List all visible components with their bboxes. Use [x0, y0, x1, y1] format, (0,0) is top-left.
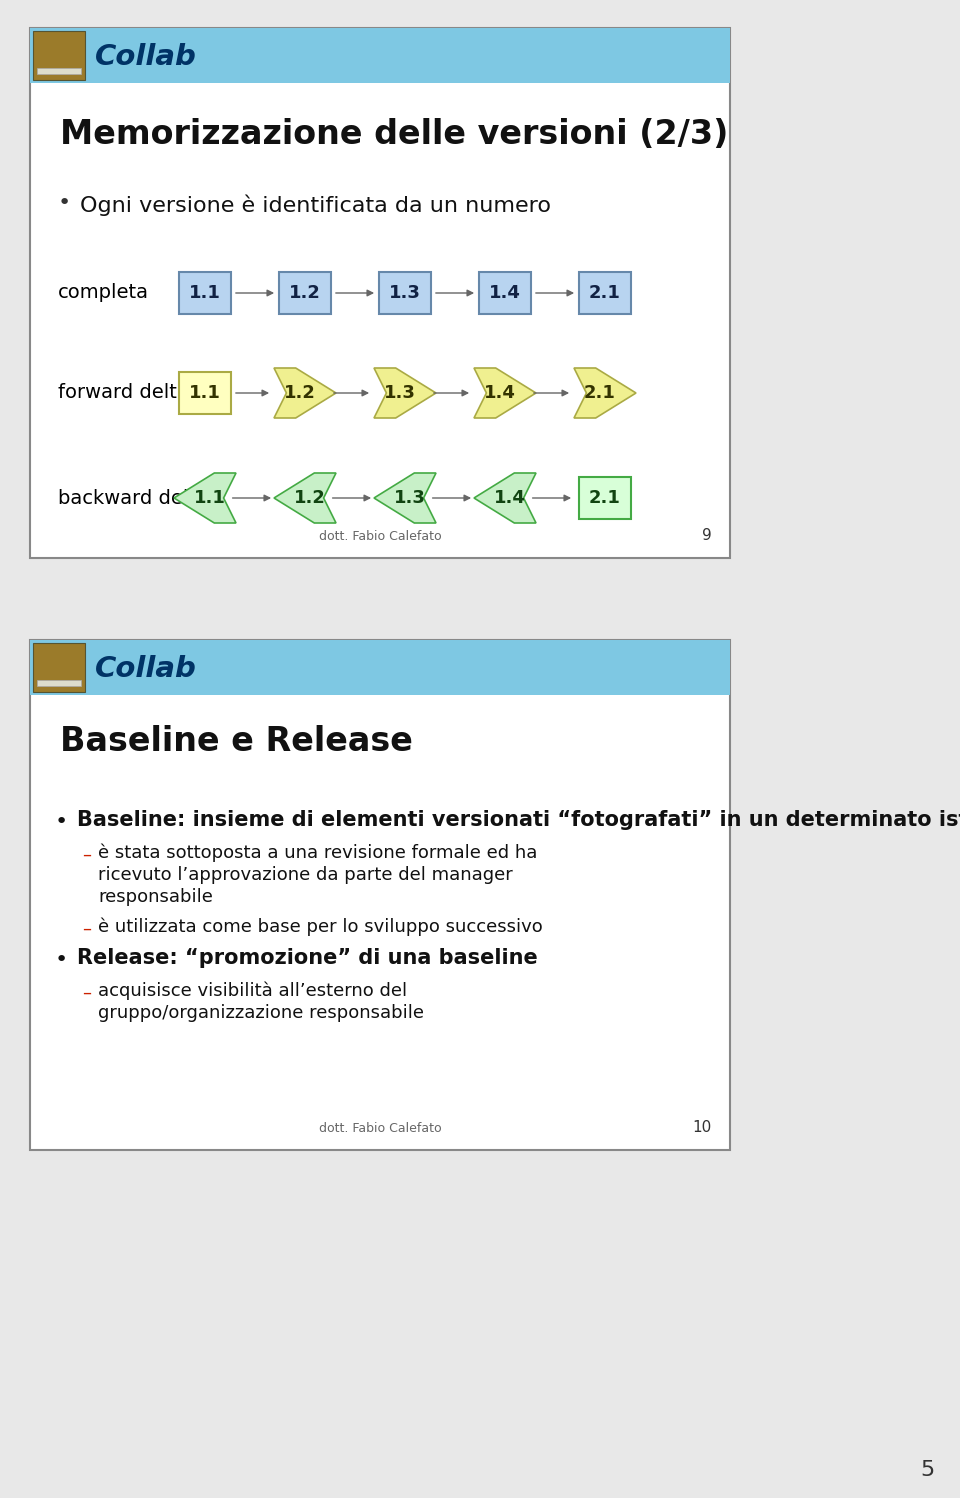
Polygon shape	[474, 473, 536, 523]
Text: 1.3: 1.3	[389, 285, 420, 303]
FancyBboxPatch shape	[30, 28, 730, 557]
Text: backward delta: backward delta	[58, 488, 208, 508]
Polygon shape	[474, 369, 536, 418]
Text: –: –	[82, 846, 91, 864]
FancyBboxPatch shape	[33, 31, 85, 79]
Text: Collab: Collab	[95, 42, 197, 70]
Text: responsabile: responsabile	[98, 888, 213, 906]
FancyBboxPatch shape	[33, 643, 85, 692]
Text: 2.1: 2.1	[584, 383, 616, 401]
Text: completa: completa	[58, 283, 149, 303]
Text: 1.1: 1.1	[194, 488, 226, 506]
Text: dott. Fabio Calefato: dott. Fabio Calefato	[319, 1122, 442, 1135]
Text: 2.1: 2.1	[589, 488, 621, 506]
Text: 10: 10	[693, 1121, 712, 1135]
Polygon shape	[574, 369, 636, 418]
Text: Release: “promozione” di una baseline: Release: “promozione” di una baseline	[77, 948, 538, 968]
Text: 1.3: 1.3	[394, 488, 426, 506]
Text: forward delta: forward delta	[58, 383, 189, 403]
FancyBboxPatch shape	[379, 273, 431, 315]
FancyBboxPatch shape	[30, 640, 730, 1150]
Text: –: –	[82, 920, 91, 938]
Text: 1.4: 1.4	[494, 488, 526, 506]
Text: 1.4: 1.4	[484, 383, 516, 401]
Text: •: •	[55, 950, 68, 971]
Text: 9: 9	[703, 527, 712, 542]
Polygon shape	[274, 473, 336, 523]
Text: Ogni versione è identificata da un numero: Ogni versione è identificata da un numer…	[80, 195, 551, 217]
Text: Collab: Collab	[95, 655, 197, 683]
FancyBboxPatch shape	[479, 273, 531, 315]
Text: –: –	[82, 984, 91, 1002]
Text: è utilizzata come base per lo sviluppo successivo: è utilizzata come base per lo sviluppo s…	[98, 918, 542, 936]
Text: 1.4: 1.4	[489, 285, 521, 303]
Polygon shape	[374, 369, 436, 418]
FancyBboxPatch shape	[30, 28, 730, 82]
Text: •: •	[58, 193, 71, 213]
Text: ricevuto l’approvazione da parte del manager: ricevuto l’approvazione da parte del man…	[98, 866, 513, 884]
Text: 1.2: 1.2	[294, 488, 325, 506]
Text: 1.1: 1.1	[189, 285, 221, 303]
Text: è stata sottoposta a una revisione formale ed ha: è stata sottoposta a una revisione forma…	[98, 843, 538, 863]
Polygon shape	[174, 473, 236, 523]
FancyBboxPatch shape	[37, 67, 81, 73]
Text: Baseline: insieme di elementi versionati “fotografati” in un determinato istante: Baseline: insieme di elementi versionati…	[77, 810, 960, 830]
FancyBboxPatch shape	[579, 273, 631, 315]
Text: acquisisce visibilità all’esterno del: acquisisce visibilità all’esterno del	[98, 983, 407, 1001]
FancyBboxPatch shape	[30, 640, 730, 695]
Text: 2.1: 2.1	[589, 285, 621, 303]
FancyBboxPatch shape	[179, 372, 231, 413]
FancyBboxPatch shape	[279, 273, 331, 315]
Polygon shape	[274, 369, 336, 418]
FancyBboxPatch shape	[579, 476, 631, 518]
Text: 1.2: 1.2	[284, 383, 316, 401]
Text: •: •	[55, 812, 68, 831]
Text: 1.3: 1.3	[384, 383, 416, 401]
Text: dott. Fabio Calefato: dott. Fabio Calefato	[319, 530, 442, 542]
Text: Baseline e Release: Baseline e Release	[60, 725, 413, 758]
Text: 1.2: 1.2	[289, 285, 321, 303]
Text: 1.1: 1.1	[189, 383, 221, 401]
Polygon shape	[374, 473, 436, 523]
Text: gruppo/organizzazione responsabile: gruppo/organizzazione responsabile	[98, 1004, 424, 1022]
FancyBboxPatch shape	[179, 273, 231, 315]
Text: 5: 5	[921, 1461, 935, 1480]
FancyBboxPatch shape	[37, 680, 81, 686]
Text: Memorizzazione delle versioni (2/3): Memorizzazione delle versioni (2/3)	[60, 118, 729, 151]
